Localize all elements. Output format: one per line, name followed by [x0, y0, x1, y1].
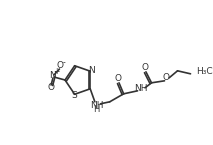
Text: H: H [94, 105, 100, 114]
Text: +: + [53, 68, 60, 77]
Text: O: O [163, 73, 170, 82]
Text: H₃C: H₃C [196, 67, 213, 76]
Text: NH: NH [135, 84, 148, 93]
Text: O: O [57, 61, 64, 70]
Text: N: N [50, 71, 56, 80]
Text: O: O [141, 63, 148, 72]
Text: O: O [47, 84, 55, 93]
Text: O: O [115, 74, 122, 83]
Text: N: N [88, 66, 95, 75]
Text: S: S [72, 91, 78, 100]
Text: NH: NH [90, 101, 104, 110]
Text: -: - [63, 58, 65, 68]
